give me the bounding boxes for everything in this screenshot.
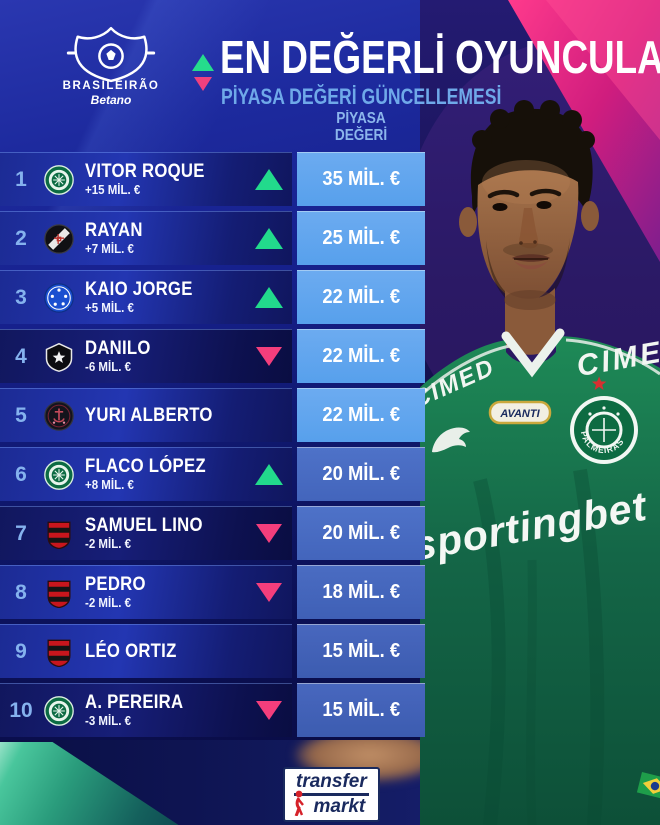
collar bbox=[501, 328, 565, 378]
avanti-badge: AVANTI bbox=[488, 400, 552, 425]
value-change: +5 MİL. € bbox=[85, 301, 134, 315]
club-crest-palmeiras bbox=[42, 460, 76, 490]
rank-number: 2 bbox=[15, 226, 27, 250]
table-row: 2 RAYAN +7 MİL. € 25 MİL. € bbox=[0, 211, 425, 265]
brazil-flag-patch bbox=[636, 772, 660, 801]
trend-arrow bbox=[246, 524, 292, 543]
market-value-badge: 15 MİL. € bbox=[297, 683, 425, 737]
value-change: +15 MİL. € bbox=[85, 183, 141, 197]
rank-number: 3 bbox=[15, 285, 27, 309]
club-crest-cruzeiro bbox=[42, 283, 76, 313]
trend-arrow bbox=[246, 169, 292, 190]
player-photo-illustration: CIMED CIMED PALMEIRAS bbox=[420, 0, 660, 825]
transfermarkt-player-icon bbox=[294, 790, 304, 816]
club-crest-palmeiras bbox=[42, 696, 76, 726]
rank-number: 1 bbox=[15, 167, 27, 191]
player-figure: CIMED CIMED PALMEIRAS bbox=[420, 100, 660, 825]
svg-text:AVANTI: AVANTI bbox=[499, 408, 540, 420]
player-name: FLACO LÓPEZ bbox=[85, 456, 206, 477]
player-name: A. PEREIRA bbox=[85, 692, 184, 713]
value-change: -2 MİL. € bbox=[85, 537, 132, 551]
value-change: -3 MİL. € bbox=[85, 714, 132, 728]
market-value-badge: 20 MİL. € bbox=[297, 447, 425, 501]
table-row: 8 PEDRO -2 MİL. € 18 MİL. € bbox=[0, 565, 425, 619]
market-value-badge: 18 MİL. € bbox=[297, 565, 425, 619]
rank-number: 5 bbox=[15, 403, 27, 427]
rank-number: 7 bbox=[15, 521, 27, 545]
club-crest-flamengo bbox=[42, 637, 76, 667]
club-crest-flamengo bbox=[42, 519, 76, 549]
trend-arrow bbox=[246, 464, 292, 485]
player-name: DANILO bbox=[85, 338, 151, 359]
market-value-badge: 20 MİL. € bbox=[297, 506, 425, 560]
table-row: 1 VITOR ROQUE +15 MİL. € 35 MİL. € bbox=[0, 152, 425, 206]
table-row: 7 SAMUEL LINO -2 MİL. € 20 MİL. € bbox=[0, 506, 425, 560]
table-row: 10 A. PEREIRA -3 MİL. € 15 MİL. € bbox=[0, 683, 425, 737]
trend-arrow bbox=[246, 583, 292, 602]
rank-number: 4 bbox=[15, 344, 27, 368]
club-crest-vasco bbox=[42, 224, 76, 254]
brand-line-markt: markt bbox=[313, 796, 366, 817]
club-crest-flamengo bbox=[42, 578, 76, 608]
club-crest-botafogo bbox=[42, 342, 76, 372]
header: BRASILEIRÃO Betano EN DEĞERLİ OYUNCULAR … bbox=[0, 0, 660, 150]
player-photo: CIMED CIMED PALMEIRAS bbox=[420, 0, 660, 825]
market-value-badge: 22 MİL. € bbox=[297, 388, 425, 442]
league-sponsor: Betano bbox=[90, 93, 132, 107]
value-change: -6 MİL. € bbox=[85, 360, 132, 374]
table-row: 5 YURI ALBERTO 22 MİL. € bbox=[0, 388, 425, 442]
value-change: +8 MİL. € bbox=[85, 478, 134, 492]
player-name: LÉO ORTIZ bbox=[85, 640, 177, 662]
page-subtitle: PİYASA DEĞERİ GÜNCELLEMESİ bbox=[221, 84, 502, 109]
puma-logo bbox=[432, 427, 470, 453]
trend-arrow bbox=[246, 287, 292, 308]
brand-line-transfer: transfer bbox=[294, 772, 369, 796]
trend-arrow bbox=[246, 701, 292, 720]
market-value-badge: 15 MİL. € bbox=[297, 624, 425, 678]
rank-number: 9 bbox=[15, 639, 27, 663]
table-row: 3 KAIO JORGE +5 MİL. € 22 MİL. € bbox=[0, 270, 425, 324]
value-change: -2 MİL. € bbox=[85, 596, 132, 610]
league-wordmark: BRASILEIRÃO Betano bbox=[36, 80, 186, 107]
table-row: 6 FLACO LÓPEZ +8 MİL. € 20 MİL. € bbox=[0, 447, 425, 501]
table-row: 4 DANILO -6 MİL. € 22 MİL. € bbox=[0, 329, 425, 383]
value-column-header: PİYASA DEĞERİ bbox=[334, 110, 388, 144]
down-arrow-icon bbox=[194, 77, 212, 91]
market-value-badge: 25 MİL. € bbox=[297, 211, 425, 265]
rank-number: 6 bbox=[15, 462, 27, 486]
page-title: EN DEĞERLİ OYUNCULAR bbox=[220, 31, 660, 83]
player-name: KAIO JORGE bbox=[85, 279, 193, 300]
market-value-badge: 22 MİL. € bbox=[297, 329, 425, 383]
brasileirao-logo bbox=[66, 26, 156, 83]
market-value-badge: 22 MİL. € bbox=[297, 270, 425, 324]
stadium-board-teal bbox=[0, 742, 193, 825]
kit-crest-palmeiras: PALMEIRAS bbox=[570, 396, 638, 464]
trend-arrow bbox=[246, 347, 292, 366]
player-name: SAMUEL LINO bbox=[85, 515, 203, 536]
player-name: VITOR ROQUE bbox=[85, 161, 205, 182]
table-row: 9 LÉO ORTIZ 15 MİL. € bbox=[0, 624, 425, 678]
red-star bbox=[591, 376, 607, 390]
player-name: PEDRO bbox=[85, 574, 146, 595]
rank-number: 8 bbox=[15, 580, 27, 604]
player-name: RAYAN bbox=[85, 220, 143, 241]
transfermarkt-logo: transfer markt bbox=[283, 767, 380, 822]
trend-arrow bbox=[246, 228, 292, 249]
club-crest-corinthians bbox=[42, 401, 76, 431]
magenta-corner-glow bbox=[508, 0, 660, 262]
up-arrow-icon bbox=[192, 54, 214, 71]
ranking-table: 1 VITOR ROQUE +15 MİL. € 35 MİL. € 2 RAYA… bbox=[0, 152, 425, 742]
value-change: +7 MİL. € bbox=[85, 242, 134, 256]
trend-arrows-decoration bbox=[192, 54, 214, 91]
club-crest-palmeiras bbox=[42, 165, 76, 195]
rank-number: 10 bbox=[9, 698, 33, 722]
player-name: YURI ALBERTO bbox=[85, 404, 213, 426]
league-name: BRASILEIRÃO bbox=[62, 80, 160, 92]
market-value-badge: 35 MİL. € bbox=[297, 152, 425, 206]
